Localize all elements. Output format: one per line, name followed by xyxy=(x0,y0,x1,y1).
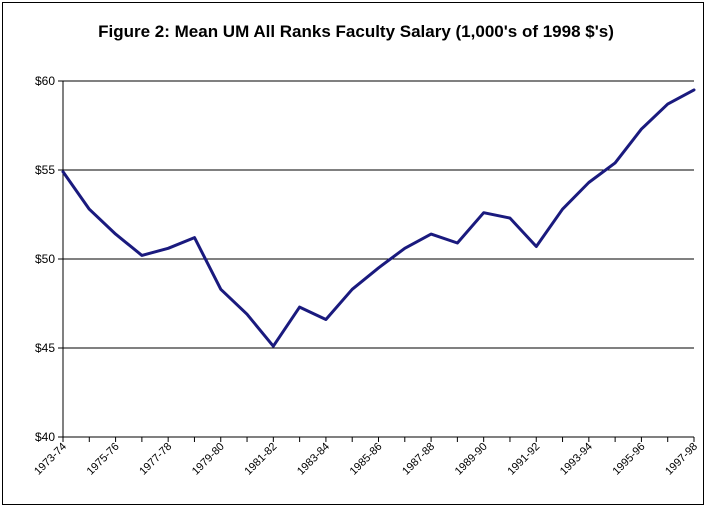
x-tick-label: 1985-86 xyxy=(348,441,385,478)
chart-title: Figure 2: Mean UM All Ranks Faculty Sala… xyxy=(98,22,614,41)
y-tick-label: $60 xyxy=(35,74,55,88)
x-tick-label: 1979-80 xyxy=(190,441,227,478)
x-tick-label: 1993-94 xyxy=(558,441,595,478)
x-tick-label: 1977-78 xyxy=(137,441,174,478)
y-tick-label: $50 xyxy=(35,252,55,266)
chart-frame xyxy=(2,2,704,505)
x-tick-label: 1973-74 xyxy=(32,441,69,478)
x-tick-label: 1987-88 xyxy=(400,441,437,478)
x-tick-label: 1995-96 xyxy=(611,441,648,478)
series-line xyxy=(61,88,696,348)
y-tick-label: $45 xyxy=(35,341,55,355)
x-tick-label: 1981-82 xyxy=(242,441,279,478)
x-tick-label: 1991-92 xyxy=(505,441,542,478)
x-tick-label: 1983-84 xyxy=(295,441,332,478)
x-tick-label: 1989-90 xyxy=(453,441,490,478)
x-tick-label: 1975-76 xyxy=(85,441,122,478)
y-tick-label: $40 xyxy=(35,430,55,444)
y-tick-label: $55 xyxy=(35,163,55,177)
x-tick-label: 1997-98 xyxy=(663,441,700,478)
